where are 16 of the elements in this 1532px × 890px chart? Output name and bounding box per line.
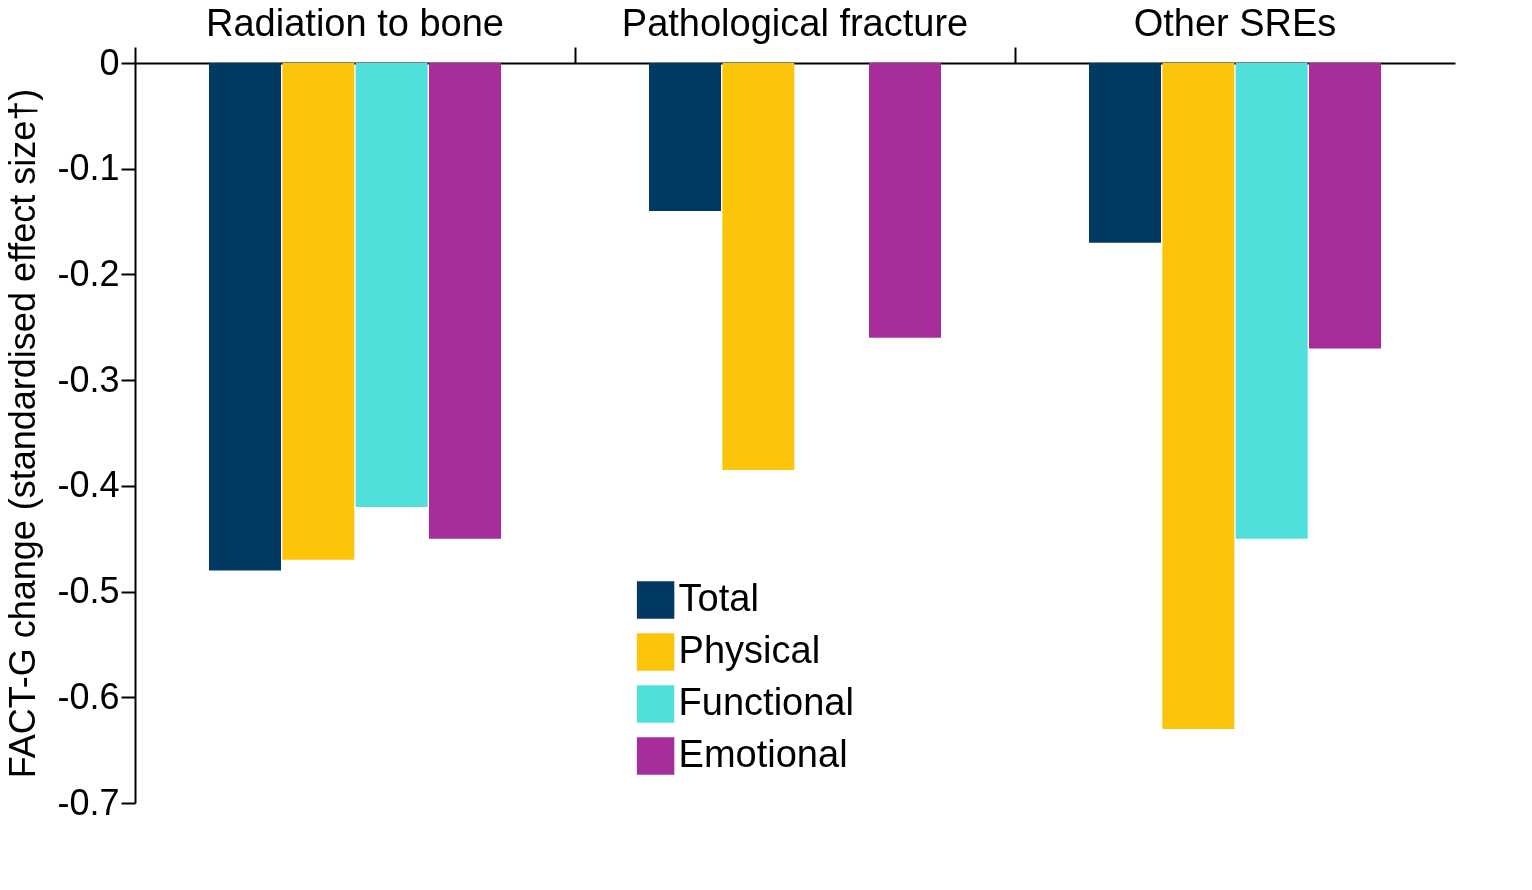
y-tick-label: -0.5 (57, 570, 120, 612)
y-tick-label: -0.7 (57, 781, 120, 823)
y-tick-label: -0.4 (57, 464, 120, 506)
legend-label: Emotional (678, 733, 848, 775)
x-tick-label: Pathological fracture (621, 1, 969, 44)
y-tick-label: 0 (99, 41, 120, 83)
legend-label: Total (678, 577, 759, 619)
legend-label: Functional (678, 681, 854, 723)
legend-label: Physical (678, 629, 821, 671)
x-tick-label: Radiation to bone (206, 1, 504, 44)
y-tick-label: -0.6 (57, 675, 120, 717)
y-tick-label: -0.2 (57, 252, 120, 294)
y-tick-label: -0.1 (57, 147, 120, 189)
y-axis-title: FACT-G change (standardised effect size†) (2, 88, 44, 779)
x-tick-label: Other SREs (1133, 1, 1337, 44)
y-tick-label: -0.3 (57, 358, 120, 400)
